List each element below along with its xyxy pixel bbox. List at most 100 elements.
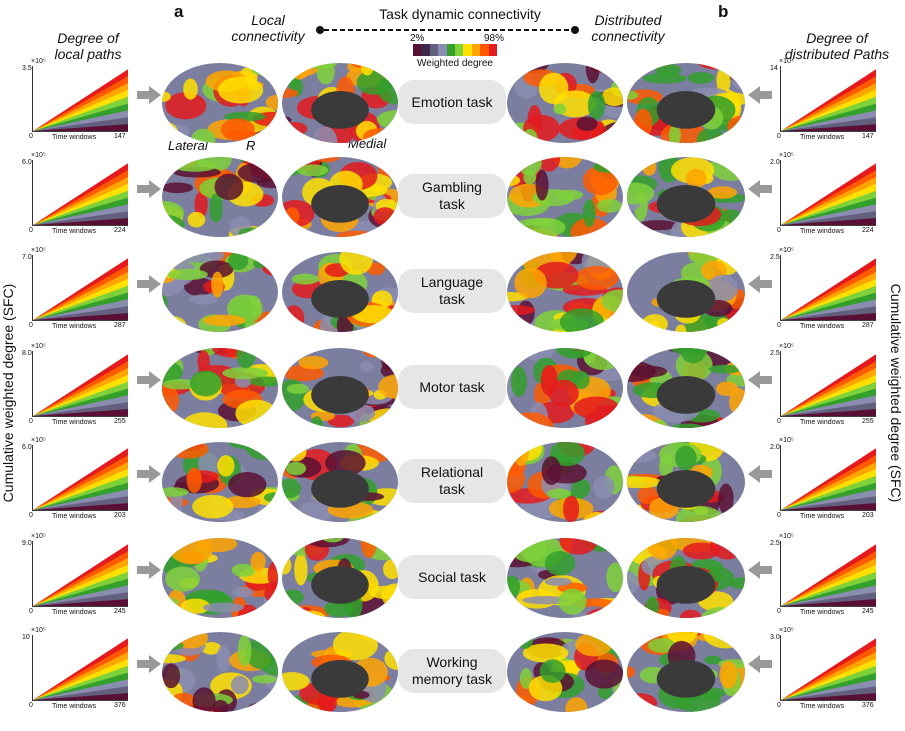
chart-plot-area: [780, 541, 876, 607]
x-max-tick-label: 245: [114, 608, 126, 615]
x-max-tick-label: 224: [862, 227, 874, 234]
y-exponent-label: ×10⁵: [31, 343, 46, 350]
medial-brain-surface: [627, 632, 745, 712]
gray-arrow-icon: [137, 465, 161, 483]
degree-band: [781, 693, 876, 700]
x-axis-label: Time windows: [800, 323, 845, 330]
lateral-brain-surface: [507, 538, 623, 618]
medial-brain-surface: [627, 538, 745, 618]
colorbar-swatch: [455, 44, 464, 56]
lateral-brain-surface: [162, 632, 278, 712]
chart-plot-area: [32, 255, 128, 321]
x-axis-label: Time windows: [52, 134, 97, 141]
x-origin-tick-label: 0: [777, 702, 781, 709]
x-origin-tick-label: 0: [29, 322, 33, 329]
degree-band: [781, 599, 876, 606]
task-name-pill: Motor task: [398, 365, 506, 409]
right-cumulative-degree-chart: ×10⁵ 2.5 0 Time windows 287: [770, 247, 876, 335]
y-max-tick-label: 2.5: [770, 540, 780, 547]
task-row: ×10⁵ 8.0 0 Time windows 255 Motor task ×10⁵ 2.5…: [0, 343, 905, 435]
lateral-brain-surface: [507, 157, 623, 237]
colorbar-swatch: [438, 44, 447, 56]
y-exponent-label: ×10⁴: [779, 58, 794, 65]
y-exponent-label: ×10⁵: [31, 247, 46, 254]
medial-brain-surface: [282, 157, 398, 237]
right-cumulative-degree-chart: ×10⁵ 2.5 0 Time windows 245: [770, 533, 876, 621]
medial-brain-surface: [282, 632, 398, 712]
gray-arrow-icon: [748, 86, 772, 104]
task-row: ×10⁵ 6.0 0 Time windows 203 Relational task ×1…: [0, 437, 905, 529]
chart-axes: [780, 160, 876, 226]
y-max-tick-label: 2.0: [770, 159, 780, 166]
y-exponent-label: ×10⁵: [31, 58, 46, 65]
gray-arrow-icon: [748, 275, 772, 293]
y-exponent-label: ×10⁵: [779, 627, 794, 634]
colorbar-swatch: [421, 44, 430, 56]
x-axis-label: Time windows: [800, 419, 845, 426]
degree-band: [33, 599, 128, 606]
left-cumulative-degree-chart: ×10⁵ 3.5 0 Time windows 147: [22, 58, 128, 146]
y-max-tick-label: 7.0: [22, 254, 32, 261]
lateral-brain-surface: [507, 252, 623, 332]
axis-right-dot: [571, 26, 579, 34]
x-axis-label: Time windows: [52, 419, 97, 426]
colorbar-swatch: [488, 44, 498, 56]
x-origin-tick-label: 0: [777, 322, 781, 329]
x-axis-label: Time windows: [800, 134, 845, 141]
y-exponent-label: ×10⁵: [779, 343, 794, 350]
right-cumulative-degree-chart: ×10⁵ 2.0 0 Time windows 224: [770, 152, 876, 240]
colorbar-swatch: [480, 44, 489, 56]
y-exponent-label: ×10⁵: [31, 533, 46, 540]
colorbar-swatch: [471, 44, 481, 56]
x-max-tick-label: 255: [862, 418, 874, 425]
lateral-brain-surface: [162, 157, 278, 237]
right-cumulative-degree-chart: ×10⁴ 14 0 Time windows 147: [770, 58, 876, 146]
right-cumulative-degree-chart: ×10⁵ 2.0 0 Time windows 203: [770, 437, 876, 525]
chart-axes: [780, 351, 876, 417]
y-exponent-label: ×10⁵: [779, 437, 794, 444]
y-max-tick-label: 2.5: [770, 350, 780, 357]
x-axis-label: Time windows: [52, 513, 97, 520]
right-cumulative-degree-chart: ×10⁵ 2.5 0 Time windows 255: [770, 343, 876, 431]
lateral-label: Lateral: [168, 138, 208, 153]
task-name-pill: Social task: [398, 555, 506, 599]
x-axis-label: Time windows: [52, 228, 97, 235]
x-origin-tick-label: 0: [29, 512, 33, 519]
x-max-tick-label: 147: [862, 133, 874, 140]
gray-arrow-icon: [748, 561, 772, 579]
lateral-brain-surface: [507, 63, 623, 143]
right-column-title: Degree of distributed Paths: [784, 30, 890, 62]
medial-brain-surface: [627, 442, 745, 522]
x-origin-tick-label: 0: [777, 133, 781, 140]
gray-arrow-icon: [748, 371, 772, 389]
medial-brain-surface: [627, 157, 745, 237]
task-name-pill: Working memory task: [398, 649, 506, 693]
task-name-label: Emotion task: [411, 93, 493, 110]
x-origin-tick-label: 0: [777, 512, 781, 519]
y-exponent-label: ×10⁵: [31, 152, 46, 159]
lateral-brain-surface: [162, 348, 278, 428]
y-max-tick-label: 14: [770, 65, 778, 72]
colorbar-swatch: [463, 44, 472, 56]
distributed-connectivity-label: Distributed connectivity: [591, 12, 665, 44]
chart-axes: [32, 255, 128, 321]
chart-plot-area: [32, 160, 128, 226]
medial-brain-surface: [282, 442, 398, 522]
task-name-pill: Relational task: [398, 459, 506, 503]
left-cumulative-degree-chart: ×10⁵ 6.0 0 Time windows 203: [22, 437, 128, 525]
x-origin-tick-label: 0: [29, 133, 33, 140]
medial-brain-surface: [627, 63, 745, 143]
x-axis-label: Time windows: [800, 609, 845, 616]
chart-axes: [32, 541, 128, 607]
y-exponent-label: ×10⁵: [779, 247, 794, 254]
lateral-brain-surface: [162, 442, 278, 522]
connectivity-axis: [316, 26, 579, 34]
medial-brain-surface: [282, 252, 398, 332]
x-max-tick-label: 376: [862, 702, 874, 709]
task-name-pill: Gambling task: [398, 174, 506, 218]
y-max-tick-label: 3.5: [22, 65, 32, 72]
x-max-tick-label: 287: [114, 322, 126, 329]
y-max-tick-label: 3.0: [770, 634, 780, 641]
chart-axes: [780, 66, 876, 132]
degree-band: [33, 693, 128, 700]
